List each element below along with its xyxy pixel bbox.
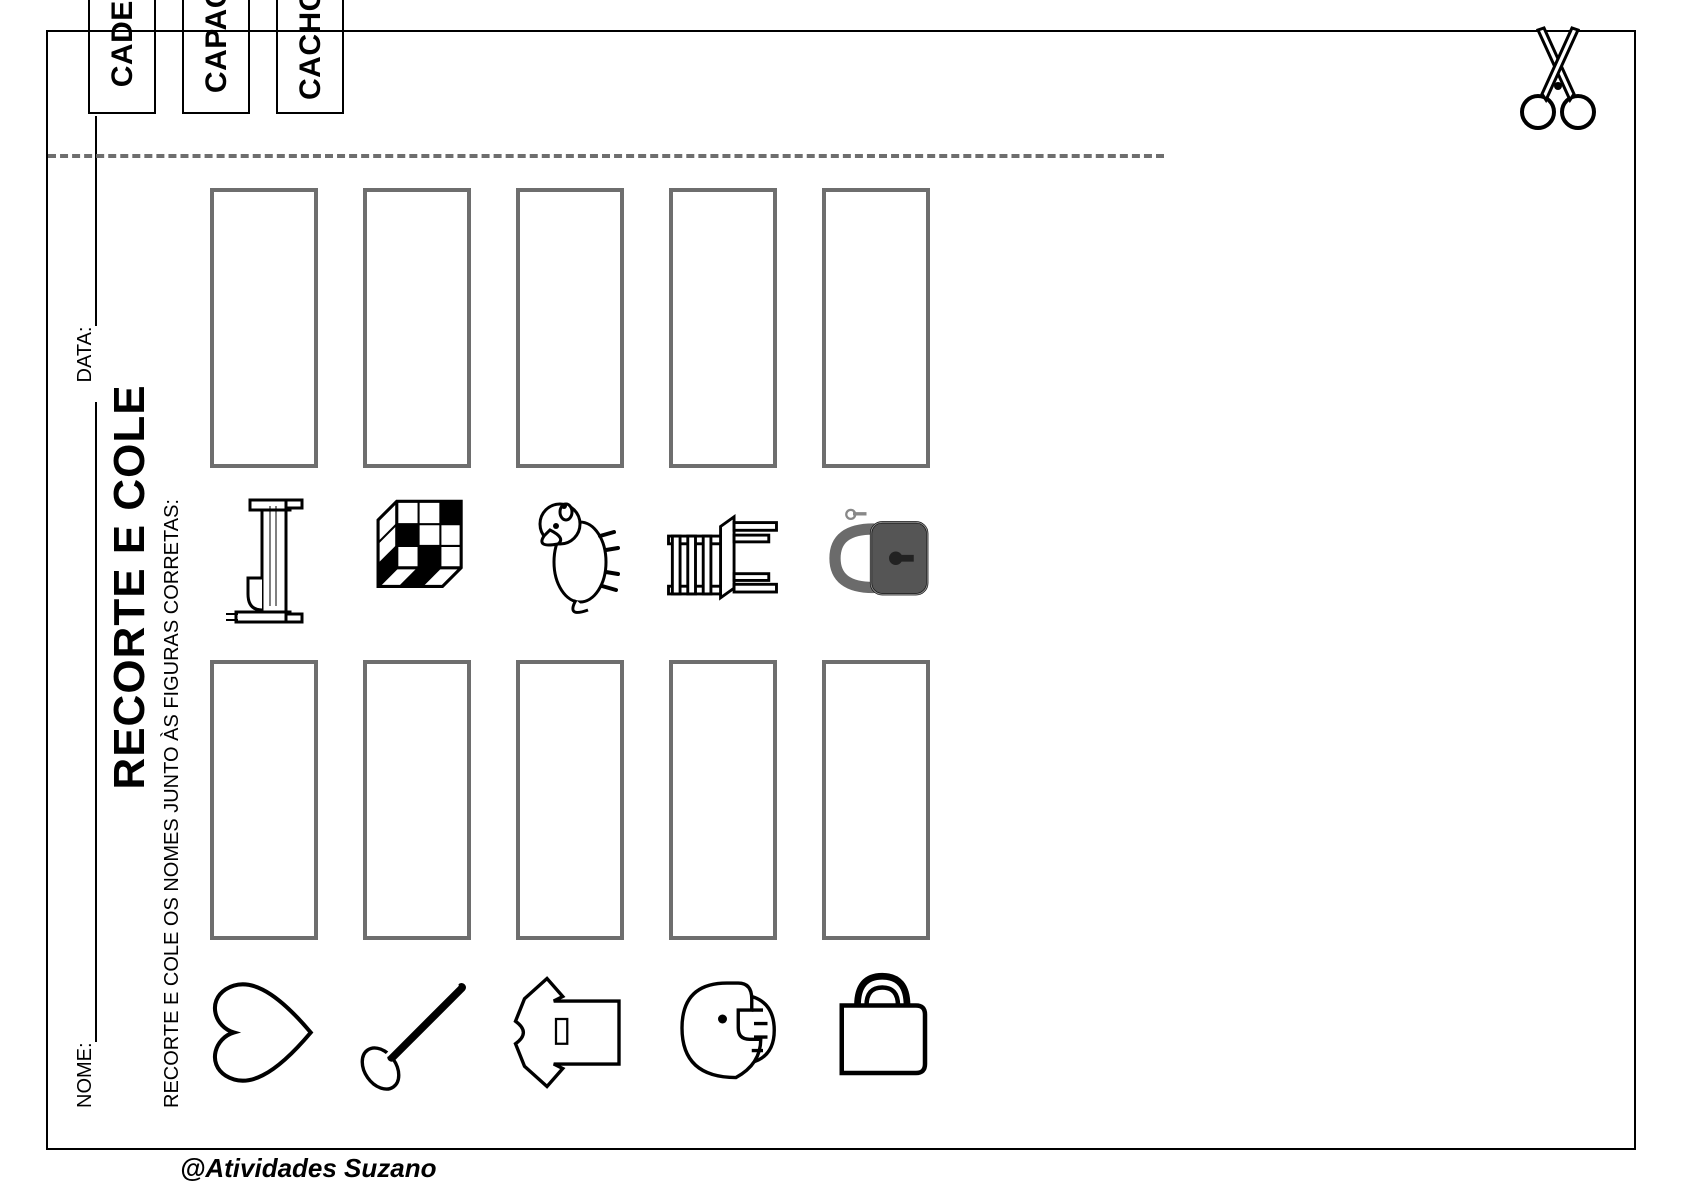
page: NOME: DATA: RECORTE E COLE RECORTE E COL… (0, 0, 1683, 1190)
answer-blank[interactable] (210, 660, 318, 940)
label-card[interactable]: CADEADO (88, 0, 156, 114)
spoon-icon (349, 958, 484, 1108)
worksheet-border: NOME: DATA: RECORTE E COLE RECORTE E COL… (46, 30, 1636, 1150)
page-title: RECORTE E COLE (105, 66, 155, 1108)
cut-line (48, 154, 1164, 158)
labels-col-1: CADEADO CAPACETE CACHORRO (88, 0, 1144, 114)
answer-blank[interactable] (669, 188, 777, 468)
activity-row (196, 188, 331, 636)
answer-blank[interactable] (516, 660, 624, 940)
labels-panel: CADEADO CAPACETE CACHORRO CAMA CORAÇÃO C… (48, 0, 1164, 150)
name-field: NOME: (74, 402, 97, 1108)
worksheet-inner: NOME: DATA: RECORTE E COLE RECORTE E COL… (48, 32, 1634, 1148)
activity-row (502, 660, 637, 1108)
name-label: NOME: (74, 1042, 97, 1108)
name-line[interactable] (75, 402, 97, 1042)
activity-row (808, 660, 943, 1108)
tshirt-icon (502, 958, 637, 1108)
activity-row (196, 660, 331, 1108)
dog-icon (502, 486, 637, 636)
activity-row (502, 188, 637, 636)
answer-blank[interactable] (669, 660, 777, 940)
heart-icon (196, 958, 331, 1108)
helmet-icon (655, 958, 790, 1108)
label-card[interactable]: CACHORRO (276, 0, 344, 114)
answer-blank[interactable] (516, 188, 624, 468)
answer-blank[interactable] (363, 660, 471, 940)
name-date-row: NOME: DATA: (74, 66, 97, 1108)
cube-icon (349, 486, 484, 636)
activity-row (808, 188, 943, 636)
answer-blank[interactable] (363, 188, 471, 468)
date-label: DATA: (74, 327, 97, 383)
answer-blank[interactable] (822, 660, 930, 940)
left-column (196, 660, 943, 1108)
page-subtitle: RECORTE E COLE OS NOMES JUNTO ÀS FIGURAS… (161, 66, 184, 1108)
chair-icon (655, 486, 790, 636)
answer-blank[interactable] (822, 188, 930, 468)
activity-row (655, 188, 790, 636)
padlock-icon (808, 486, 943, 636)
activity-row (655, 660, 790, 1108)
mug-icon (808, 958, 943, 1108)
bed-icon (196, 486, 331, 636)
activity-row (349, 188, 484, 636)
activity-grid (196, 66, 943, 1108)
scissors-icon (1508, 18, 1608, 138)
label-card[interactable]: CAPACETE (182, 0, 250, 114)
right-column (196, 188, 943, 636)
credit-text: @Atividades Suzano (180, 1153, 437, 1184)
answer-blank[interactable] (210, 188, 318, 468)
activity-row (349, 660, 484, 1108)
